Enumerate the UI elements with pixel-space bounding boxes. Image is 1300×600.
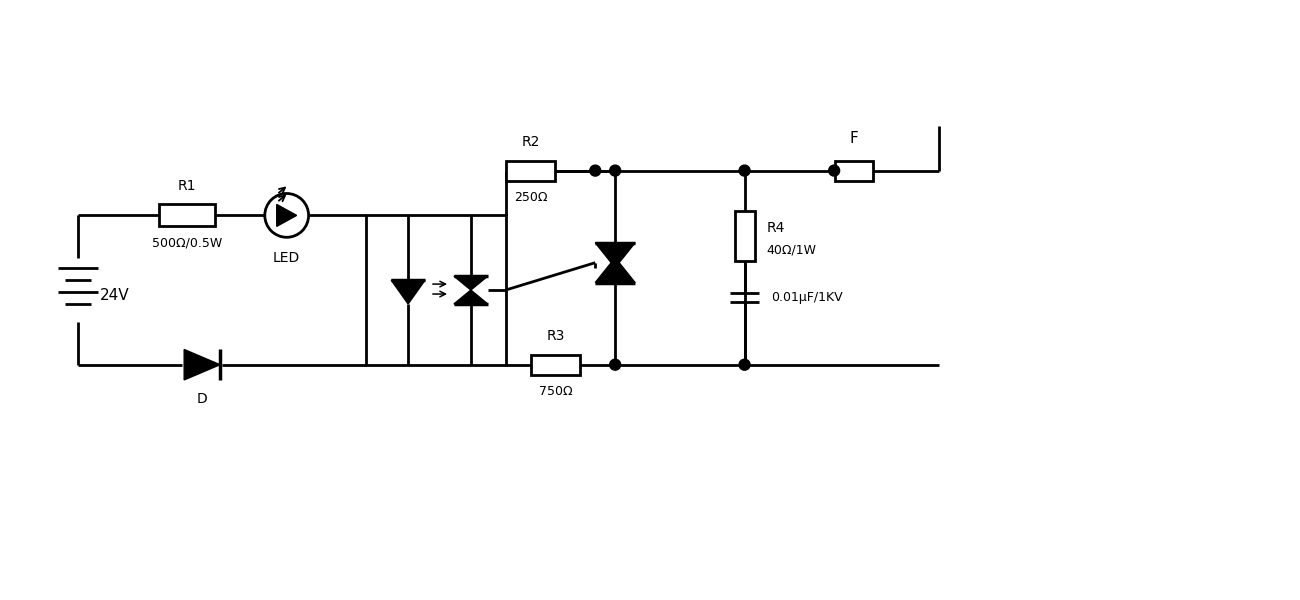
Text: D: D: [196, 392, 208, 406]
Text: R2: R2: [521, 135, 540, 149]
Text: R1: R1: [178, 179, 196, 193]
Circle shape: [265, 193, 308, 237]
Text: 24V: 24V: [100, 287, 129, 302]
Polygon shape: [595, 243, 636, 268]
Polygon shape: [277, 205, 296, 226]
Bar: [835, 161, 874, 181]
Text: R4: R4: [767, 221, 785, 235]
Bar: [506, 161, 555, 181]
Polygon shape: [454, 276, 488, 290]
Bar: [734, 211, 754, 260]
Text: 0.01μF/1KV: 0.01μF/1KV: [771, 291, 844, 304]
Text: 40Ω/1W: 40Ω/1W: [767, 243, 816, 256]
Circle shape: [828, 165, 840, 176]
Circle shape: [610, 359, 620, 370]
Text: R3: R3: [546, 329, 564, 343]
Text: LED: LED: [273, 251, 300, 265]
Text: F: F: [850, 131, 858, 146]
Bar: [367, 215, 506, 365]
Polygon shape: [595, 257, 636, 283]
Bar: [530, 355, 580, 374]
Polygon shape: [185, 349, 220, 380]
Text: 250Ω: 250Ω: [514, 191, 547, 203]
Text: 750Ω: 750Ω: [538, 385, 572, 398]
Circle shape: [740, 359, 750, 370]
Bar: [160, 205, 215, 226]
Circle shape: [740, 165, 750, 176]
Circle shape: [610, 165, 620, 176]
Polygon shape: [391, 280, 425, 304]
Polygon shape: [454, 290, 488, 304]
Text: 500Ω/0.5W: 500Ω/0.5W: [152, 236, 222, 249]
Circle shape: [590, 165, 601, 176]
